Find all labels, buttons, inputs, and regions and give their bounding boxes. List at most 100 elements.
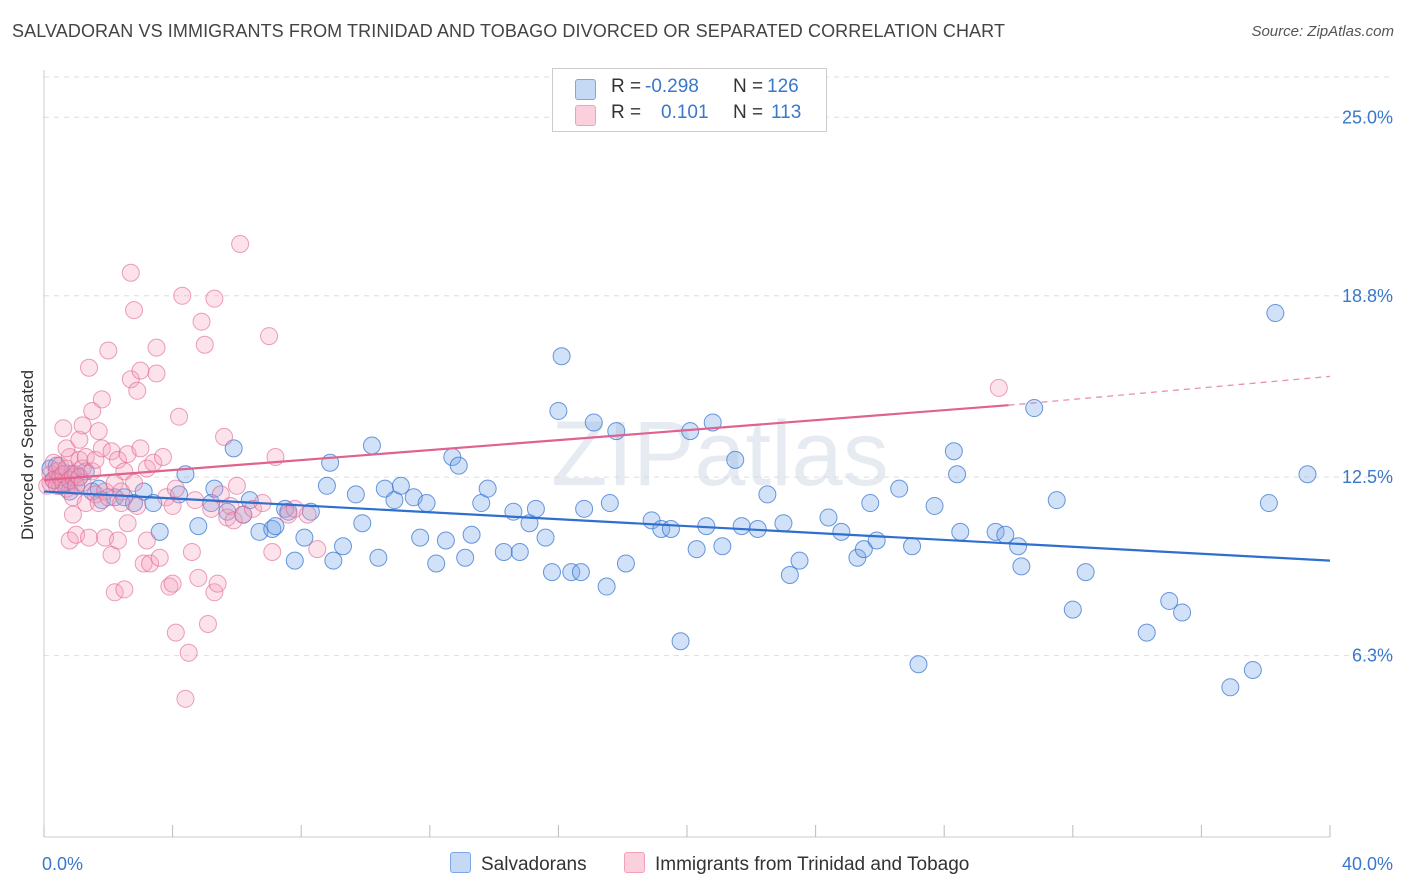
trinidad-point — [131, 439, 150, 458]
salvadorans-point — [150, 522, 169, 541]
salvadorans-point — [346, 485, 365, 504]
salvadorans-point — [542, 563, 561, 582]
trinidad-point — [198, 614, 217, 633]
trinidad-point — [108, 450, 127, 469]
salvadorans-point — [571, 563, 590, 582]
trinidad-point — [131, 361, 150, 380]
salvadorans-point — [436, 531, 455, 550]
salvadorans-point — [536, 528, 555, 547]
trinidad-trend-line — [43, 404, 1009, 482]
salvadorans-point — [1259, 494, 1278, 513]
salvadorans-point — [317, 476, 336, 495]
salvadorans-point — [1076, 563, 1095, 582]
trinidad-point — [54, 419, 73, 438]
salvadorans-point — [790, 551, 809, 570]
salvadorans-point — [1137, 623, 1156, 642]
trinidad-point — [147, 364, 166, 383]
salvadorans-point — [369, 548, 388, 567]
trinidad-point — [263, 543, 282, 561]
trinidad-point — [134, 554, 153, 573]
source-label: Source: ZipAtlas.com — [1251, 23, 1394, 40]
trinidad-point — [141, 554, 160, 573]
trinidad-point — [231, 234, 250, 253]
trinidad-point — [243, 499, 262, 518]
salvadorans-point — [575, 499, 594, 518]
trinidad-point — [57, 439, 76, 458]
salvadorans-point — [1063, 600, 1082, 619]
trinidad-point — [137, 531, 156, 550]
salvadorans-point — [417, 494, 436, 513]
trinidad-point — [298, 505, 317, 524]
salvadorans-point — [867, 531, 886, 550]
trinidad-point — [80, 358, 99, 377]
salvadorans-point — [1025, 399, 1044, 418]
salvadorans-point — [861, 494, 880, 513]
trinidad-point — [182, 543, 201, 561]
salvadorans-point — [449, 456, 468, 475]
trinidad-point — [125, 473, 144, 492]
trinidad-point — [163, 496, 182, 515]
legend-item-trinidad: Immigrants from Trinidad and Tobago — [624, 852, 969, 876]
trinidad-point — [118, 514, 137, 533]
legend-r-label: R = — [611, 102, 642, 123]
salvadorans-point — [125, 494, 144, 513]
x-tick-label: 0.0% — [42, 854, 83, 874]
salvadorans-point — [584, 413, 603, 432]
legend-item-salvadorans: Salvadorans — [450, 852, 587, 876]
trinidad-point — [70, 430, 89, 449]
salvadorans-point — [462, 525, 481, 544]
salvadorans-point — [671, 632, 690, 651]
trinidad-point — [128, 381, 147, 400]
trinidad-point — [128, 496, 147, 515]
salvadorans-point — [266, 517, 285, 536]
trinidad-point — [121, 263, 140, 282]
salvadorans-point — [324, 551, 343, 570]
stats-legend: R = -0.298 N = 126 R = 0.101 N = 113 — [552, 68, 827, 132]
y-tick-label: 12.5% — [1342, 467, 1393, 487]
salvadorans-point — [600, 494, 619, 513]
trinidad-swatch — [624, 852, 645, 873]
tick-labels: 6.3% 12.5% 18.8% 25.0% 0.0% 40.0% — [42, 107, 1393, 874]
salvadorans-point — [1298, 465, 1317, 484]
trinidad-point — [73, 416, 92, 435]
axes — [43, 70, 1331, 838]
series-trinidad-tobago — [38, 234, 1008, 708]
trinidad-point — [215, 427, 234, 446]
trinidad-point — [224, 511, 243, 530]
trinidad-point — [63, 505, 82, 524]
salvadorans-point — [951, 522, 970, 541]
trinidad-point — [147, 338, 166, 357]
salvadorans-point — [478, 479, 497, 498]
salvadorans-point — [1221, 678, 1240, 697]
salvadorans-point — [774, 514, 793, 533]
salvadorans-point — [526, 499, 545, 518]
trinidad-point — [73, 473, 92, 492]
salvadorans-point — [832, 522, 851, 541]
legend-label: Salvadorans — [481, 854, 587, 875]
trinidad-point — [308, 540, 327, 559]
trinidad-point — [163, 574, 182, 593]
salvadorans-swatch — [575, 79, 596, 100]
legend-n-label: N = — [733, 102, 764, 123]
trinidad-point — [166, 479, 185, 498]
trinidad-point — [170, 407, 189, 426]
salvadorans-point — [552, 347, 571, 366]
trinidad-point — [227, 476, 246, 495]
salvadorans-point — [661, 519, 680, 538]
legend-n-label: N = — [733, 76, 764, 97]
trinidad-point — [92, 390, 111, 409]
salvadorans-point — [427, 554, 446, 573]
salvadorans-point — [1160, 591, 1179, 610]
trinidad-point — [89, 422, 108, 441]
trinidad-point — [166, 623, 185, 642]
salvadorans-point — [1047, 491, 1066, 510]
trinidad-point — [195, 335, 214, 354]
salvadorans-point — [285, 551, 304, 570]
salvadorans-trend-line — [43, 490, 1331, 562]
trinidad-point — [234, 505, 253, 524]
salvadorans-point — [391, 476, 410, 495]
trinidad-point — [160, 577, 179, 596]
salvadorans-point — [758, 485, 777, 504]
salvadorans-point — [494, 543, 513, 561]
